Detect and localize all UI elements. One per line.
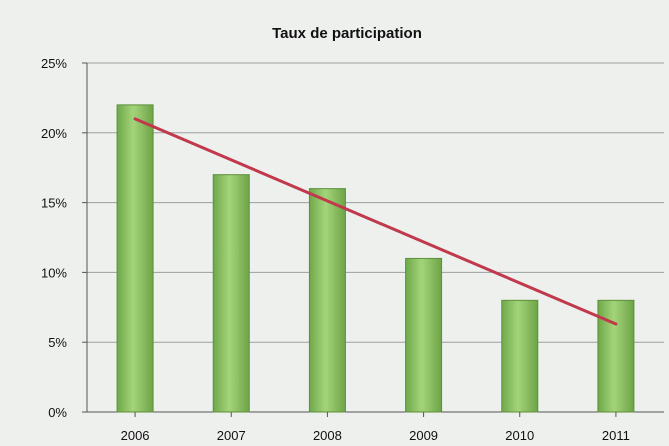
bar-2010 <box>501 299 539 413</box>
bars <box>116 104 635 417</box>
y-tick-label: 15% <box>41 196 67 211</box>
bar-2007 <box>212 174 250 413</box>
x-tick-label: 2006 <box>121 428 150 443</box>
y-tick-label: 10% <box>41 265 67 280</box>
x-tick-label: 2008 <box>313 428 342 443</box>
trendline <box>133 117 618 326</box>
y-tick-label: 0% <box>48 405 67 420</box>
y-tick-label: 25% <box>41 56 67 71</box>
y-tick-label: 20% <box>41 126 67 141</box>
y-axis-labels: 0% 5% 10% 15% 20% 25% <box>41 56 67 420</box>
bar-2009 <box>405 257 443 413</box>
x-axis-labels: 2006 2007 2008 2009 2010 2011 <box>121 428 630 443</box>
chart-title: Taux de participation <box>272 25 422 42</box>
x-tick-label: 2010 <box>505 428 534 443</box>
x-tick-label: 2011 <box>602 428 630 443</box>
trendline-group <box>133 117 618 326</box>
y-tick-label: 5% <box>48 335 67 350</box>
grid <box>82 62 664 413</box>
x-tick-label: 2009 <box>409 428 438 443</box>
bar-2008 <box>308 188 346 413</box>
x-tick-label: 2007 <box>217 428 246 443</box>
bar-2006 <box>116 104 154 413</box>
